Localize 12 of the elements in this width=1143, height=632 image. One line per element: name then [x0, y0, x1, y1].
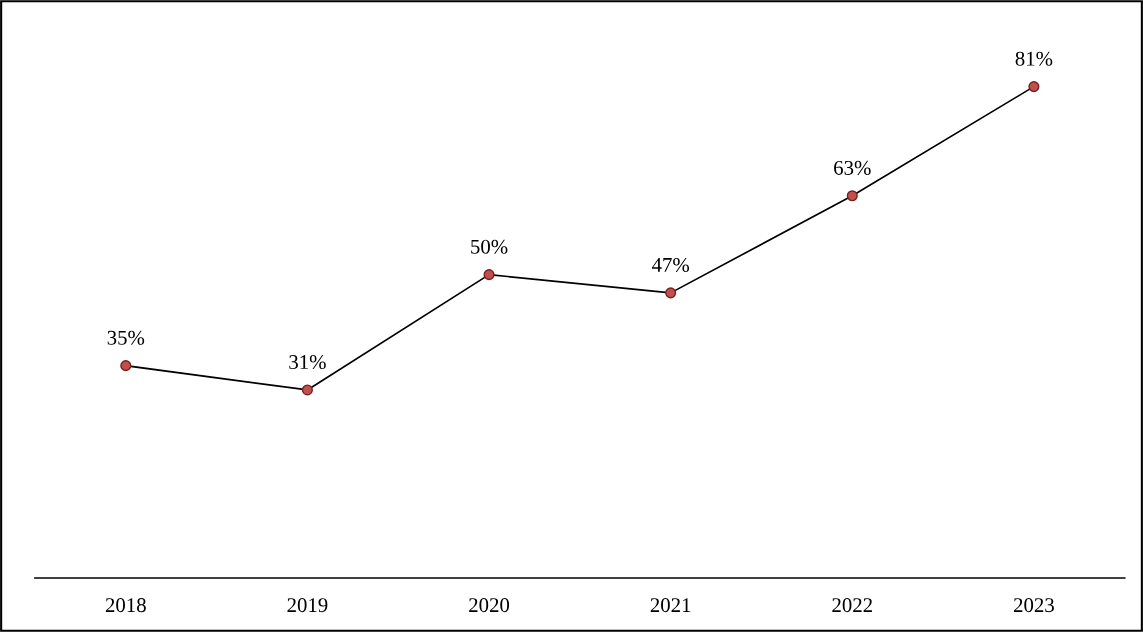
x-tick-label: 2019: [287, 598, 328, 613]
x-tick-label: 2022: [832, 598, 872, 613]
data-label: 35%: [107, 330, 145, 345]
x-tick-label: 2023: [1013, 598, 1054, 613]
data-label: 81%: [1015, 51, 1053, 66]
x-tick-label: 2020: [469, 598, 510, 613]
x-tick-label: 2018: [105, 598, 146, 613]
data-label: 50%: [471, 239, 508, 254]
x-tick-label: 2021: [650, 598, 691, 613]
data-label: 31%: [289, 354, 326, 370]
data-label: 47%: [651, 257, 690, 273]
data-label: 63%: [834, 160, 871, 175]
